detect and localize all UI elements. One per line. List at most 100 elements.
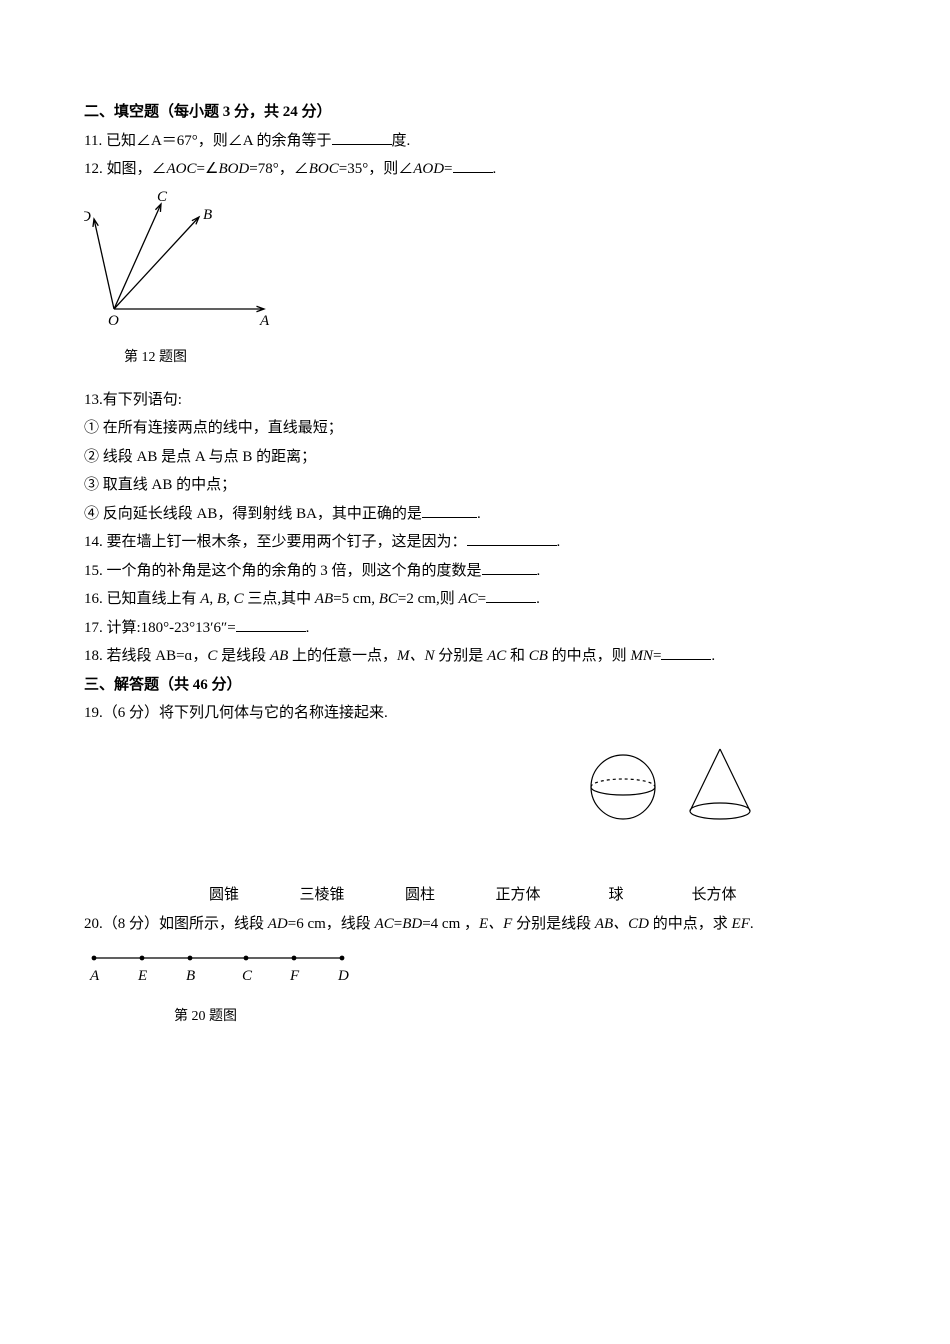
q17-a: 17. 计算:180°-23°13′6″= — [84, 620, 236, 636]
svg-text:F: F — [289, 968, 300, 984]
q11-text-a: 11. 已知∠A＝67°，则∠A 的余角等于 — [84, 133, 332, 149]
q17: 17. 计算:180°-23°13′6″=. — [84, 616, 866, 642]
sphere-icon — [584, 751, 662, 823]
label-sphere: 球 — [592, 883, 640, 909]
q18-eq: = — [653, 648, 661, 664]
label-cone: 圆锥 — [200, 883, 248, 909]
q12-eq2: = — [444, 161, 452, 177]
q20-eq: = — [394, 916, 402, 932]
q11: 11. 已知∠A＝67°，则∠A 的余角等于 度. — [84, 129, 866, 155]
q13-s3: ③ 取直线 AB 的中点； — [84, 473, 866, 499]
q13-s4-b: . — [477, 506, 481, 522]
q14-blank — [467, 545, 557, 546]
q13-s4: ④ 反向延长线段 AB，得到射线 BA，其中正确的是. — [84, 502, 866, 528]
q15-blank — [482, 574, 537, 575]
q16-d: =2 cm,则 — [398, 591, 455, 607]
q16-blank — [486, 602, 536, 603]
q12-val2: =35°，则∠ — [339, 161, 413, 177]
q16-abc: A, B, C — [197, 591, 248, 607]
q20-figure: AEBCFD — [84, 946, 866, 1000]
label-tri-pyramid: 三棱锥 — [298, 883, 346, 909]
svg-text:D: D — [337, 968, 349, 984]
svg-text:D: D — [84, 209, 91, 225]
q20-ac: AC — [371, 916, 394, 932]
cone-icon — [684, 745, 756, 823]
q19-shapes-row — [84, 745, 866, 823]
svg-text:A: A — [259, 313, 270, 329]
q18-b: 是线段 — [221, 648, 266, 664]
svg-text:E: E — [137, 968, 147, 984]
q20-ef-sep: E、F — [479, 916, 516, 932]
q14-a: 14. 要在墙上钉一根木条，至少要用两个钉子，这是因为： — [84, 534, 467, 550]
q16-p: . — [536, 591, 540, 607]
q16-ac: AC — [455, 591, 478, 607]
q15-a: 15. 一个角的补角是这个角的余角的 3 倍，则这个角的度数是 — [84, 563, 482, 579]
svg-text:B: B — [203, 207, 212, 223]
q12-aoc: AOC — [167, 161, 197, 177]
section-2-title-bold: 二、填空题 — [84, 104, 159, 120]
q16-ab: AB — [311, 591, 333, 607]
svg-text:C: C — [242, 968, 253, 984]
q18-a: 18. 若线段 AB=ɑ， — [84, 648, 207, 664]
q18-tc: 上的任意一点， — [292, 648, 397, 664]
label-cuboid: 长方体 — [690, 883, 738, 909]
label-cylinder: 圆柱 — [396, 883, 444, 909]
q12-figure: O A B C D — [84, 189, 866, 339]
section-2-header: 二、填空题（每小题 3 分，共 24 分） — [84, 100, 866, 126]
q17-blank — [236, 631, 306, 632]
q18: 18. 若线段 AB=ɑ，C 是线段 AB 上的任意一点，M、N 分别是 AC … — [84, 644, 866, 670]
q20-ad: AD — [264, 916, 288, 932]
q12-blank — [453, 172, 493, 173]
q20-a: 20.（8 分）如图所示，线段 — [84, 916, 264, 932]
q18-f: 的中点，则 — [552, 648, 627, 664]
section-3-header: 三、解答题（共 46 分） — [84, 673, 866, 699]
q20-e: 的中点，求 — [653, 916, 728, 932]
svg-text:C: C — [157, 189, 168, 205]
q12-eq1: =∠ — [197, 161, 219, 177]
q12: 12. 如图，∠AOC=∠BOD=78°，∠BOC=35°，则∠AOD=. — [84, 157, 866, 183]
q20-caption: 第 20 题图 — [174, 1005, 866, 1029]
q18-cb: CB — [525, 648, 552, 664]
q20-b: =6 cm，线段 — [288, 916, 371, 932]
q20-c: =4 cm ， — [422, 916, 479, 932]
svg-text:A: A — [89, 968, 100, 984]
q18-p: . — [711, 648, 715, 664]
q11-blank — [332, 144, 392, 145]
q20: 20.（8 分）如图所示，线段 AD=6 cm，线段 AC=BD=4 cm ，E… — [84, 912, 866, 938]
q14: 14. 要在墙上钉一根木条，至少要用两个钉子，这是因为：. — [84, 530, 866, 556]
q16: 16. 已知直线上有 A, B, C 三点,其中 AB=5 cm, BC=2 c… — [84, 587, 866, 613]
q16-c: =5 cm, — [333, 591, 375, 607]
svg-text:B: B — [186, 968, 195, 984]
q16-eq: = — [478, 591, 486, 607]
label-cube: 正方体 — [494, 883, 542, 909]
q18-ab: AB — [266, 648, 292, 664]
q18-d: 分别是 — [438, 648, 483, 664]
q12-angle-diagram: O A B C D — [84, 189, 284, 329]
q20-ab: AB、CD — [591, 916, 653, 932]
q19-shape-labels: 圆锥 三棱锥 圆柱 正方体 球 长方体 — [200, 883, 866, 909]
q18-c: C — [207, 648, 221, 664]
q18-blank — [661, 659, 711, 660]
q13-s1: ① 在所有连接两点的线中，直线最短； — [84, 416, 866, 442]
q20-p: . — [750, 916, 754, 932]
svg-text:O: O — [108, 313, 119, 329]
q18-ac: AC — [483, 648, 510, 664]
section-3-title-bold: 三、解答题 — [84, 677, 159, 693]
q18-mn-sep: M、N — [397, 648, 438, 664]
q19: 19.（6 分）将下列几何体与它的名称连接起来. — [84, 701, 866, 727]
q15-b: . — [537, 563, 541, 579]
q16-a: 16. 已知直线上有 — [84, 591, 197, 607]
q20-bd: BD — [402, 916, 422, 932]
q13-s4-a: ④ 反向延长线段 AB，得到射线 BA，其中正确的是 — [84, 506, 422, 522]
q12-boc: BOC — [309, 161, 339, 177]
q12-bod: BOD — [218, 161, 249, 177]
section-2-title-rest: （每小题 3 分，共 24 分） — [159, 104, 332, 120]
q12-aod: AOD — [413, 161, 444, 177]
q13-main: 13.有下列语句: — [84, 388, 866, 414]
q11-text-b: 度. — [392, 133, 411, 149]
q20-d: 分别是线段 — [516, 916, 591, 932]
q18-e: 和 — [510, 648, 525, 664]
q12-a: 12. 如图，∠ — [84, 161, 167, 177]
q16-b: 三点,其中 — [247, 591, 311, 607]
q12-val1: =78°，∠ — [249, 161, 308, 177]
